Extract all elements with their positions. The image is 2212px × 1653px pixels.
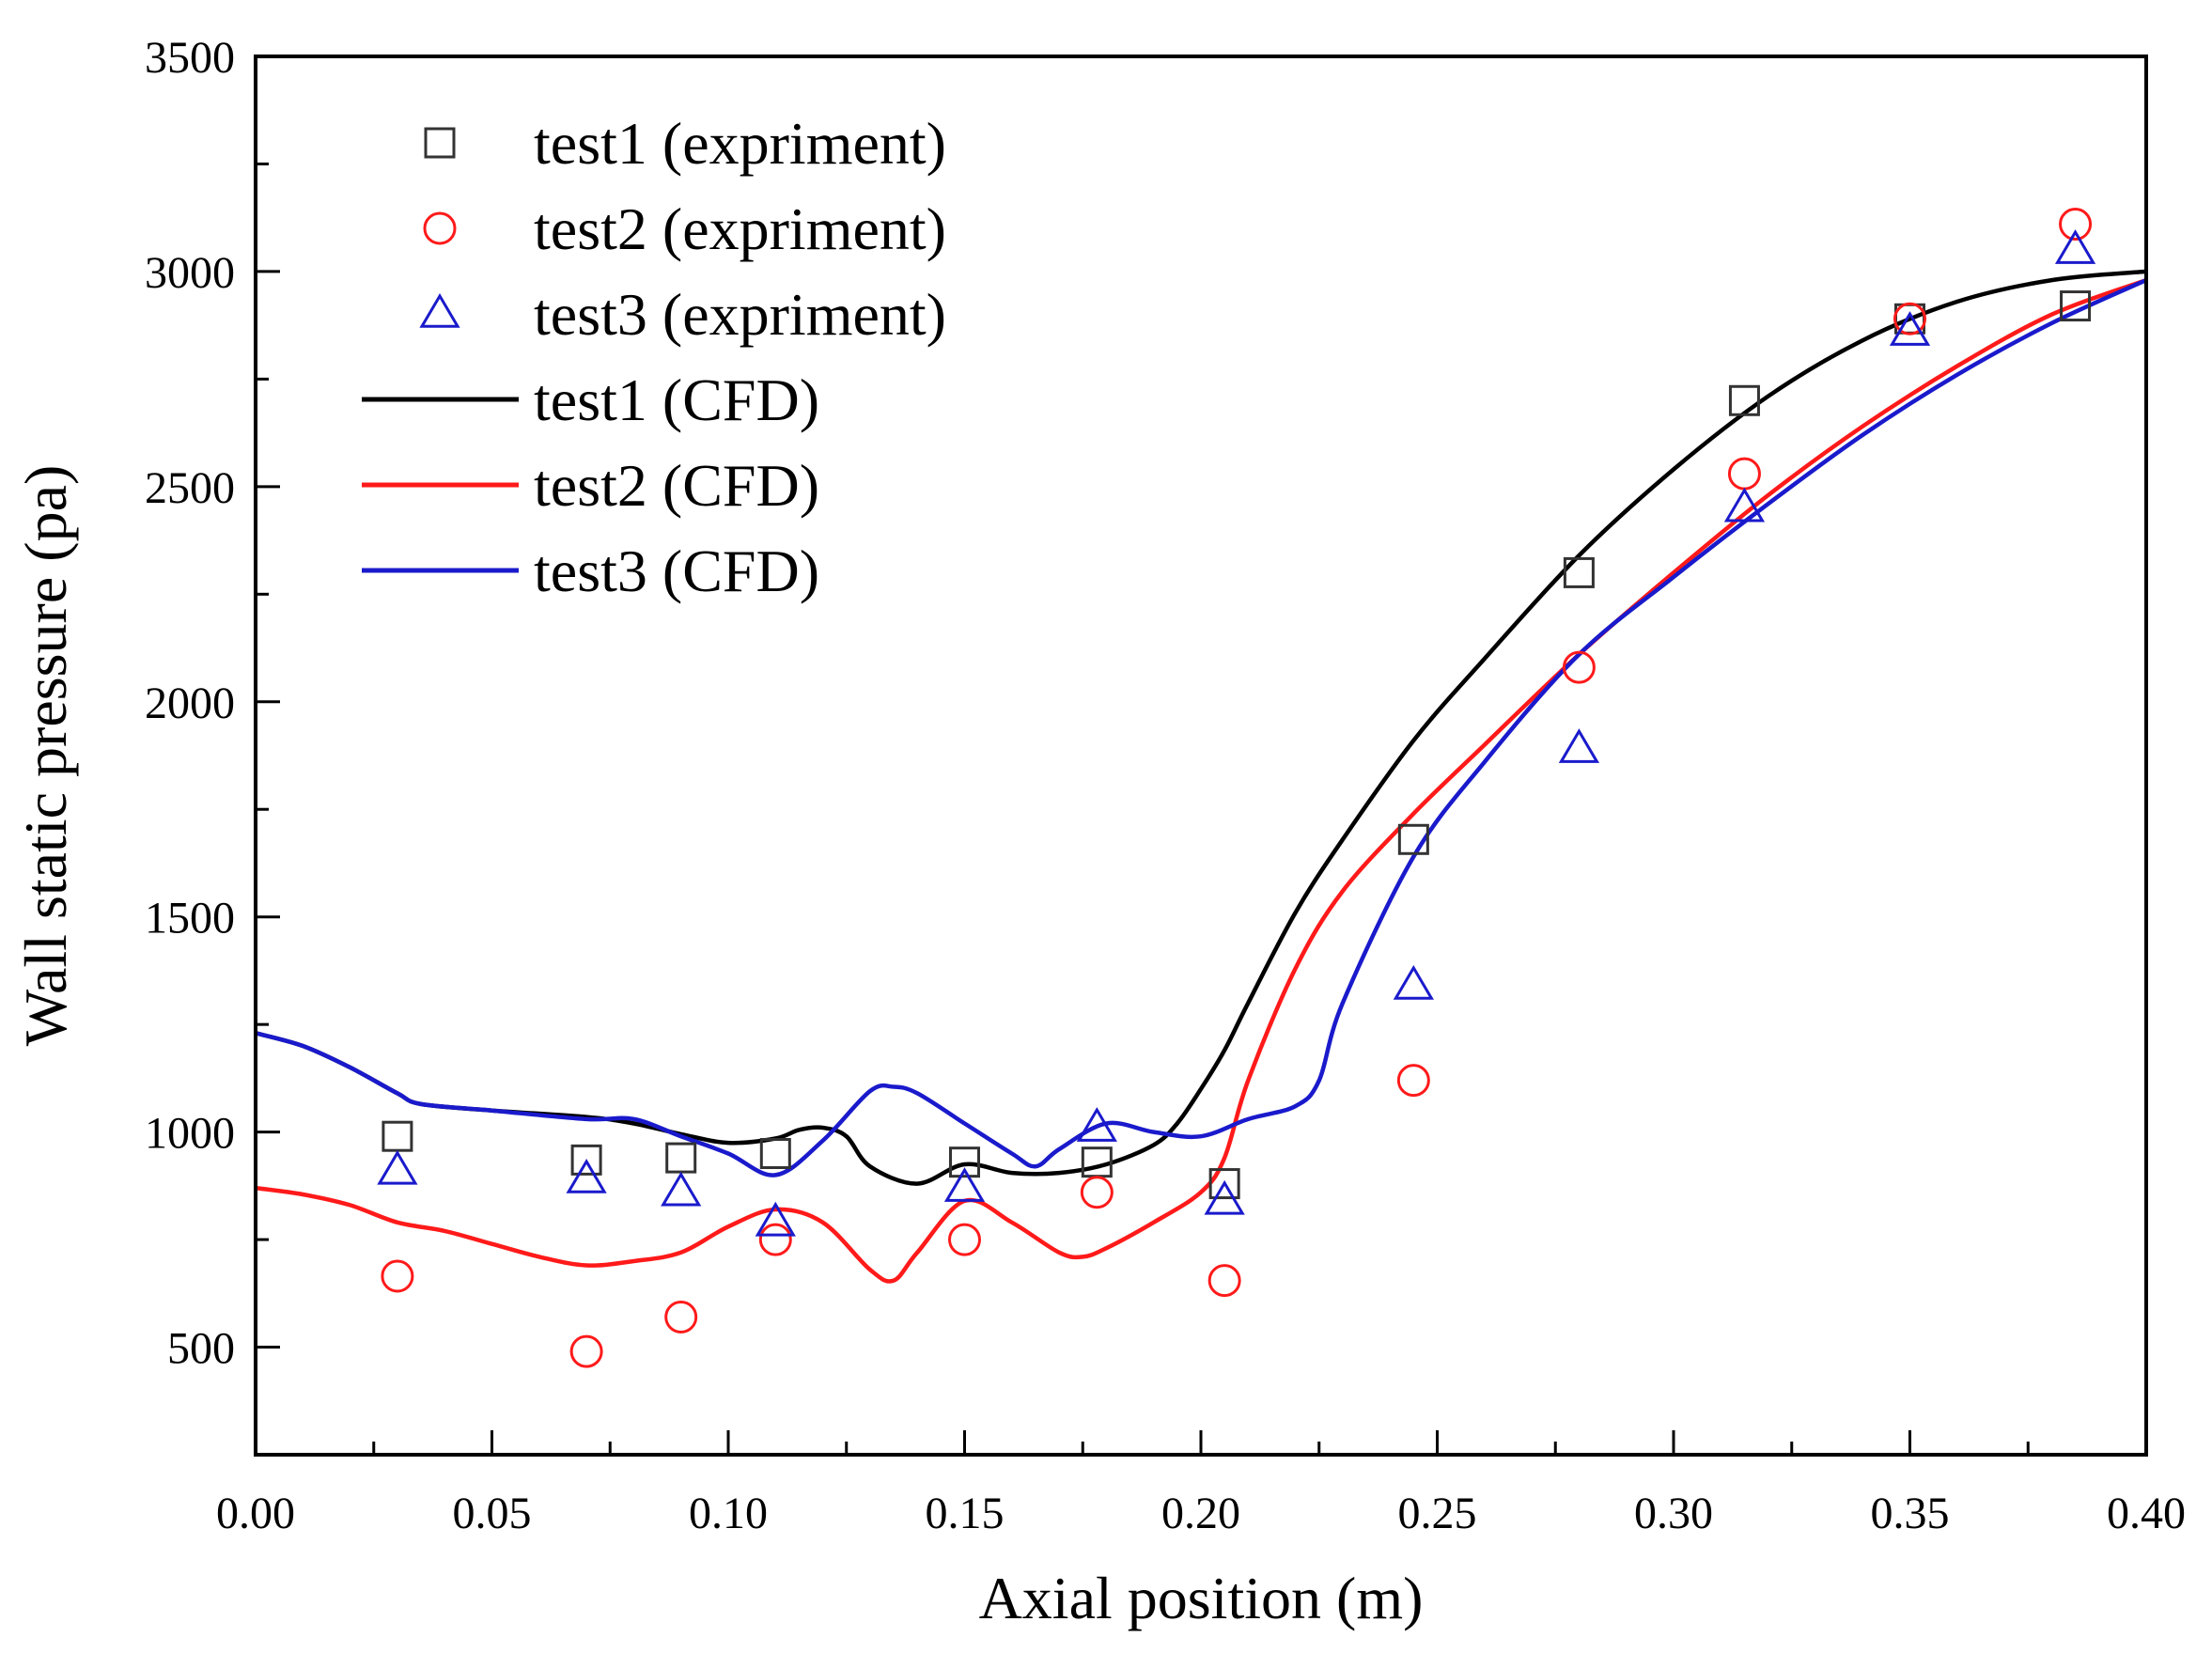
y-tick-label: 2500 (145, 463, 235, 513)
data-point (664, 1300, 698, 1333)
x-tick-label: 0.15 (926, 1489, 1005, 1538)
data-point (1728, 384, 1760, 416)
series-points-test3-expriment (377, 229, 2096, 1237)
x-tick-label: 0.40 (2107, 1489, 2186, 1538)
data-point (1396, 1064, 1430, 1098)
data-point (1076, 1107, 1117, 1142)
y-tick-label: 1500 (145, 894, 235, 943)
data-point (661, 1171, 702, 1207)
data-point (1204, 1179, 1245, 1215)
data-point (566, 1159, 607, 1193)
legend-marker (423, 211, 457, 245)
axis-ticks: 0.00 0.05 0.10 0.15 0.20 0.25 0.30 0.35 0.40 500 1… (145, 33, 2186, 1538)
x-tick-label: 0.20 (1161, 1489, 1240, 1538)
y-tick-label: 1000 (145, 1109, 235, 1159)
data-point (943, 1167, 986, 1202)
data-point (665, 1142, 697, 1174)
legend-label: test2 (CFD) (534, 452, 819, 519)
legend-label: test1 (expriment) (534, 110, 946, 177)
legend-label: test1 (CFD) (534, 366, 819, 433)
x-axis-title: Axial position (m) (979, 1565, 1424, 1631)
data-point (758, 1223, 792, 1256)
x-tick-label: 0.10 (689, 1489, 768, 1538)
legend-entry-test1-cfd: test1 (CFD) (362, 366, 819, 433)
legend: test1 (expriment) test2 (expriment) test3 … (362, 110, 946, 604)
data-point (1080, 1176, 1114, 1209)
plot-frame (254, 55, 2148, 1457)
y-tick-label: 500 (167, 1324, 235, 1374)
data-point (1208, 1168, 1240, 1200)
legend-entry-test3-cfd: test3 (CFD) (362, 538, 819, 604)
legend-marker (419, 293, 460, 328)
x-tick-label: 0.00 (216, 1489, 295, 1538)
series-points-test2-expriment (381, 208, 2093, 1368)
data-point (1723, 487, 1766, 522)
data-point (1397, 823, 1429, 855)
data-point (949, 1146, 980, 1178)
data-point (569, 1334, 603, 1368)
data-point (1562, 650, 1596, 684)
data-point (1393, 964, 1434, 1000)
y-tick-label: 2000 (145, 678, 235, 728)
x-tick-label: 0.35 (1871, 1489, 1950, 1538)
data-point (1558, 728, 1600, 763)
y-tick-label: 3000 (145, 248, 235, 298)
series-line-test2-cfd (255, 277, 2147, 1284)
series-line-test3-cfd (255, 278, 2147, 1177)
legend-label: test3 (CFD) (534, 538, 819, 604)
data-point (382, 1120, 413, 1152)
data-point (2059, 208, 2093, 242)
data-point (1207, 1264, 1241, 1298)
legend-label: test2 (expriment) (534, 195, 946, 262)
y-axis-title: Wall static pressure (pa) (12, 465, 79, 1047)
data-point (1893, 302, 1926, 335)
data-point (759, 1138, 791, 1170)
legend-entry-test2-expriment: test2 (expriment) (423, 195, 946, 262)
data-point (2054, 229, 2096, 264)
data-point (1563, 556, 1595, 588)
data-point (381, 1259, 414, 1293)
data-point (377, 1149, 418, 1185)
legend-marker (424, 127, 456, 159)
data-point (2060, 290, 2092, 322)
series-layer (255, 208, 2147, 1368)
x-tick-label: 0.05 (453, 1489, 532, 1538)
legend-entry-test3-expriment: test3 (expriment) (419, 281, 946, 348)
legend-entry-test1-expriment: test1 (expriment) (424, 110, 946, 177)
x-tick-label: 0.25 (1398, 1489, 1477, 1538)
data-point (1727, 457, 1761, 491)
data-point (948, 1223, 981, 1256)
y-tick-label: 3500 (145, 33, 235, 83)
legend-entry-test2-cfd: test2 (CFD) (362, 452, 819, 519)
data-point (755, 1201, 796, 1237)
data-point (570, 1144, 602, 1176)
x-tick-label: 0.30 (1634, 1489, 1713, 1538)
data-point (1889, 311, 1931, 346)
legend-label: test3 (expriment) (534, 281, 946, 348)
